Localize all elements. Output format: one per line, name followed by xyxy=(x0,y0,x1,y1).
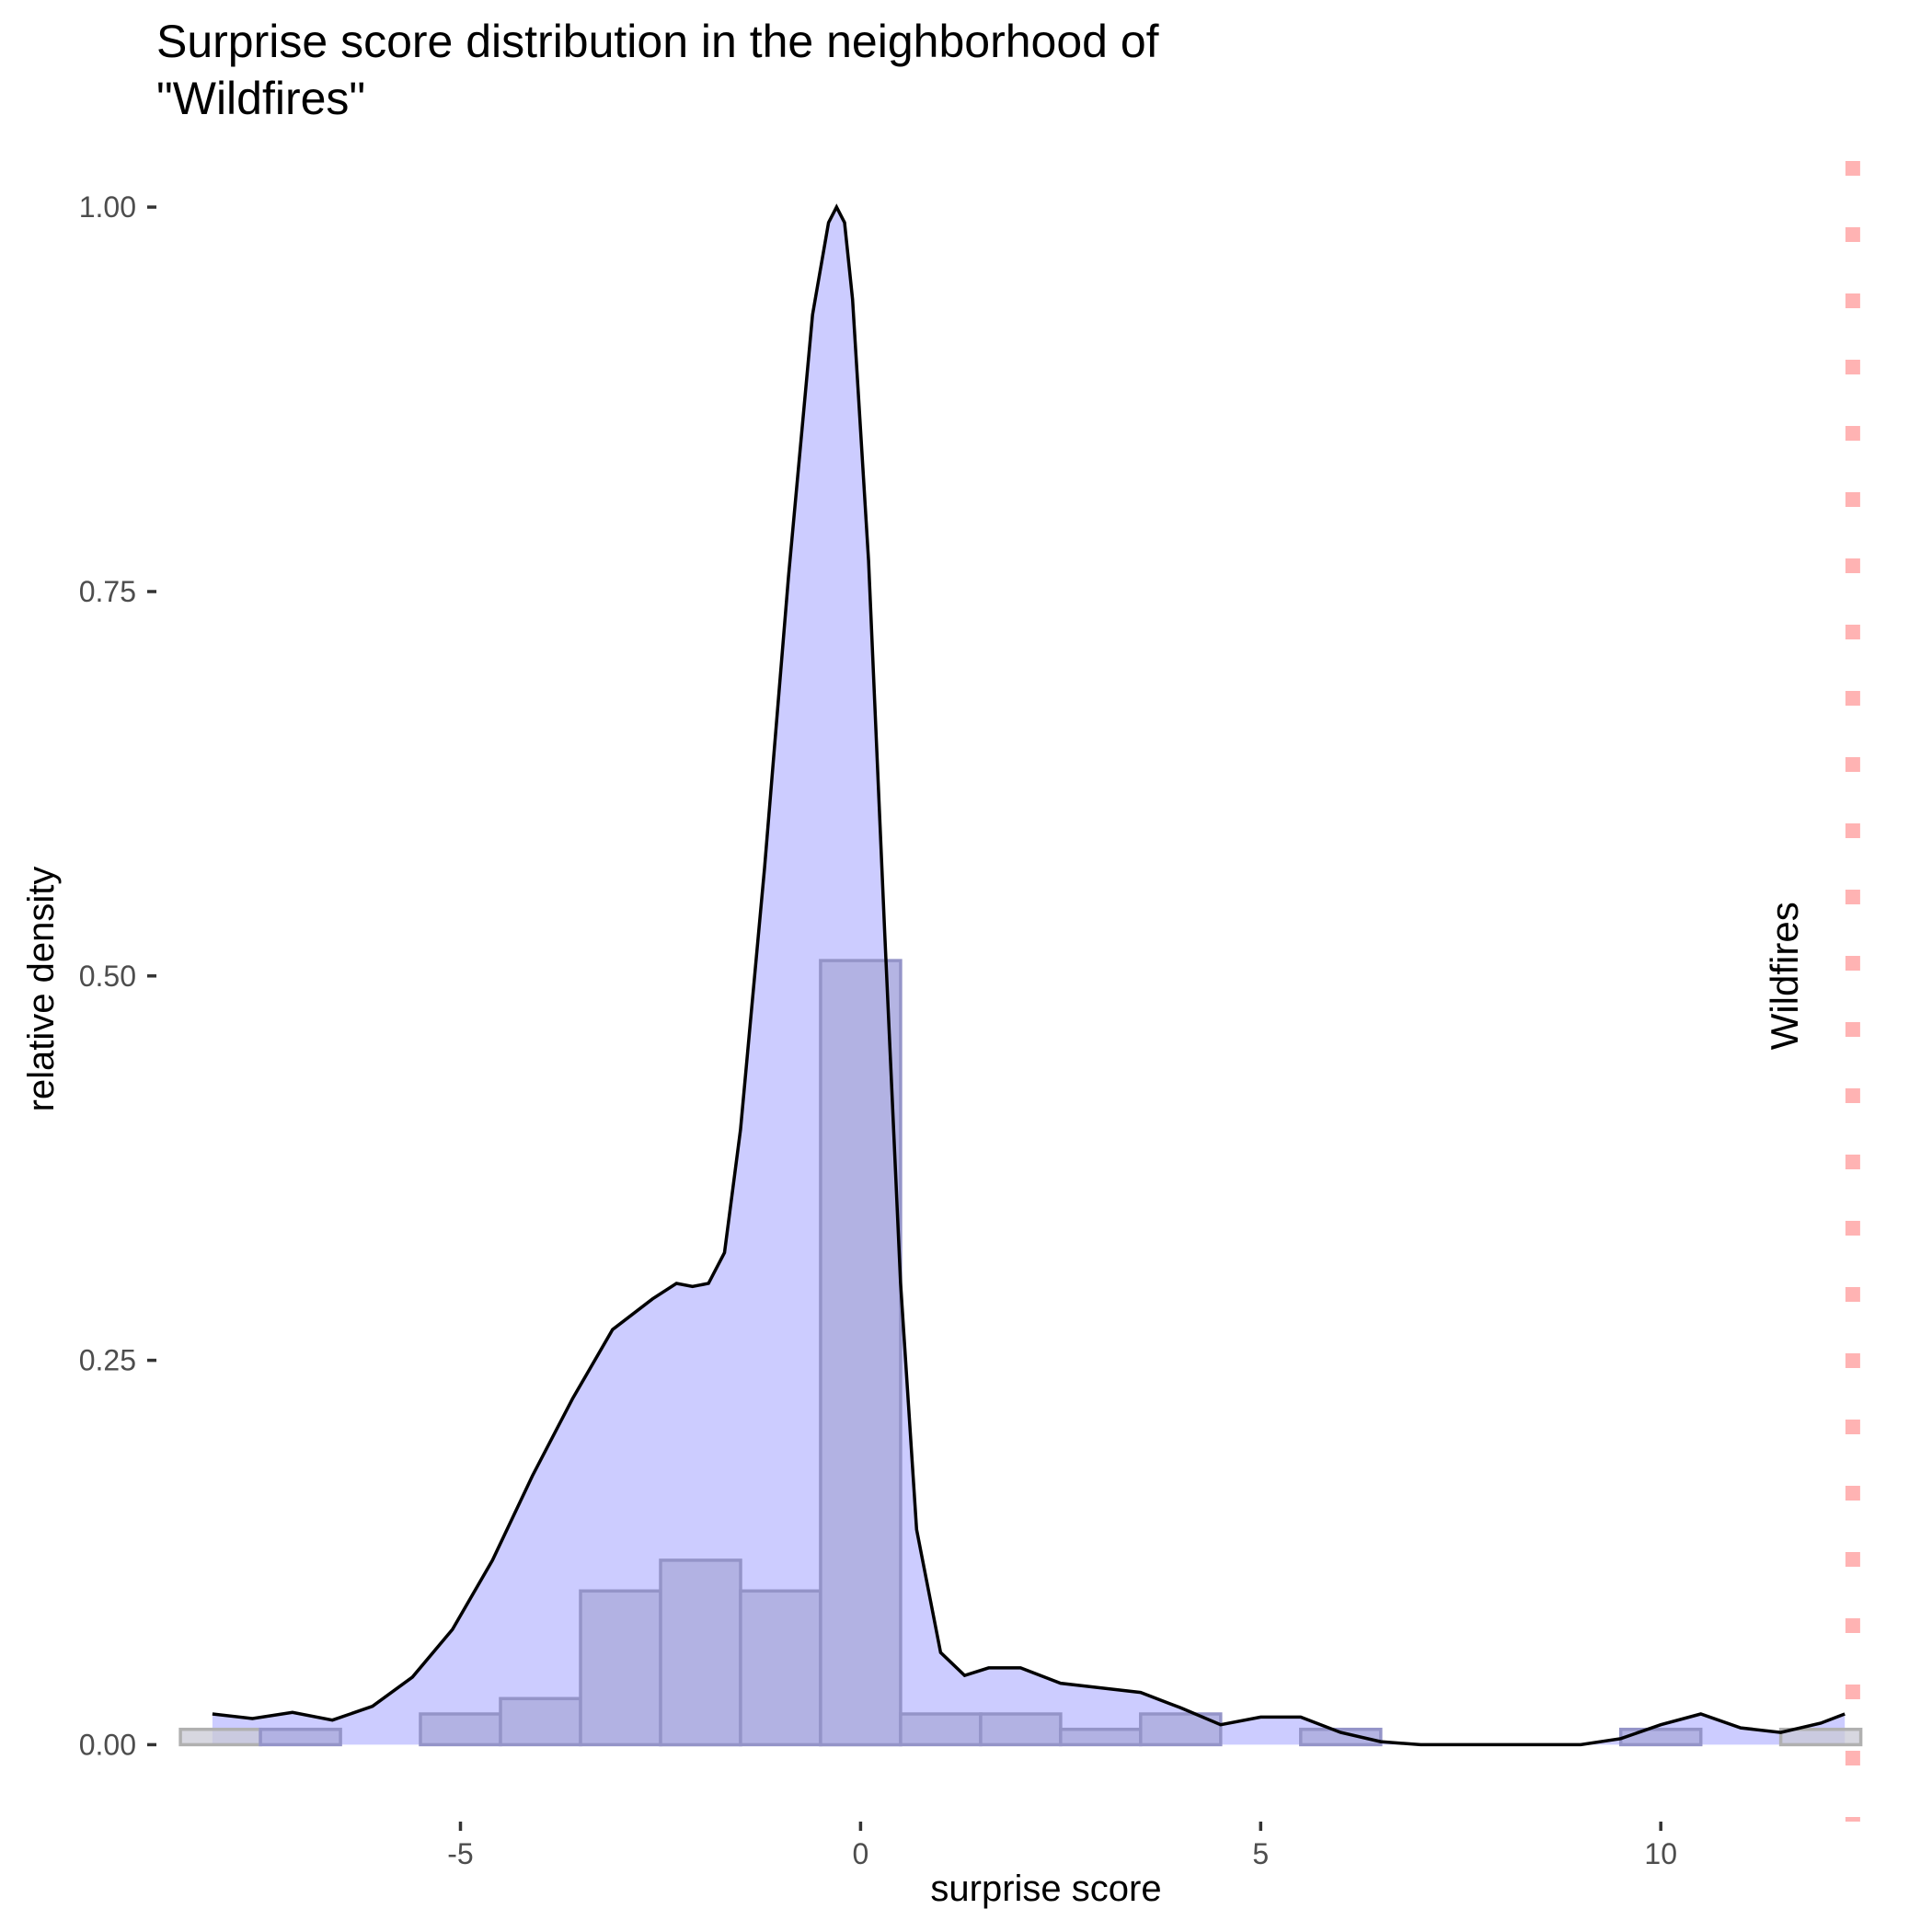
y-axis: 0.00 0.25 0.50 0.75 1.00 xyxy=(79,190,156,1761)
histogram-bar-1 xyxy=(259,1727,342,1747)
y-tick-label: 0.25 xyxy=(79,1344,136,1377)
plot-area: Wildfires xyxy=(178,161,1863,1822)
histogram-bar-6 xyxy=(739,1589,822,1747)
histogram-bar-3 xyxy=(499,1696,582,1747)
y-tick-label: 0.50 xyxy=(79,960,136,993)
chart-title-line-1: Surprise score distribution in the neigh… xyxy=(156,16,1159,67)
histogram-bar-0 xyxy=(178,1727,262,1747)
histogram-bar-12 xyxy=(1299,1727,1383,1747)
density-area xyxy=(212,207,1846,1745)
histogram-bars xyxy=(178,959,1863,1747)
reference-line-label: Wildfires xyxy=(1763,902,1806,1050)
x-axis: -5 0 5 10 xyxy=(447,1822,1677,1870)
x-tick-label: 5 xyxy=(1252,1837,1269,1870)
chart-title-line-2: "Wildfires" xyxy=(156,73,365,124)
density-line xyxy=(212,203,1846,1747)
y-tick-label: 1.00 xyxy=(79,190,136,224)
y-tick-label: 0.00 xyxy=(79,1728,136,1761)
histogram-bar-9 xyxy=(979,1712,1063,1747)
x-axis-title: surprise score xyxy=(930,1869,1161,1909)
histogram-bar-4 xyxy=(579,1589,662,1747)
histogram-bar-10 xyxy=(1059,1727,1143,1747)
x-tick-label: 0 xyxy=(853,1837,869,1870)
histogram-bar-8 xyxy=(899,1712,983,1747)
histogram-bar-14 xyxy=(1778,1727,1863,1747)
histogram-bar-13 xyxy=(1618,1727,1703,1747)
x-tick-label: -5 xyxy=(447,1837,473,1870)
y-tick-label: 0.75 xyxy=(79,575,136,608)
histogram-bar-7 xyxy=(819,959,903,1747)
histogram-bar-2 xyxy=(419,1712,502,1747)
histogram-bar-5 xyxy=(659,1558,742,1747)
y-axis-title: relative density xyxy=(21,867,62,1112)
x-tick-label: 10 xyxy=(1644,1837,1677,1870)
